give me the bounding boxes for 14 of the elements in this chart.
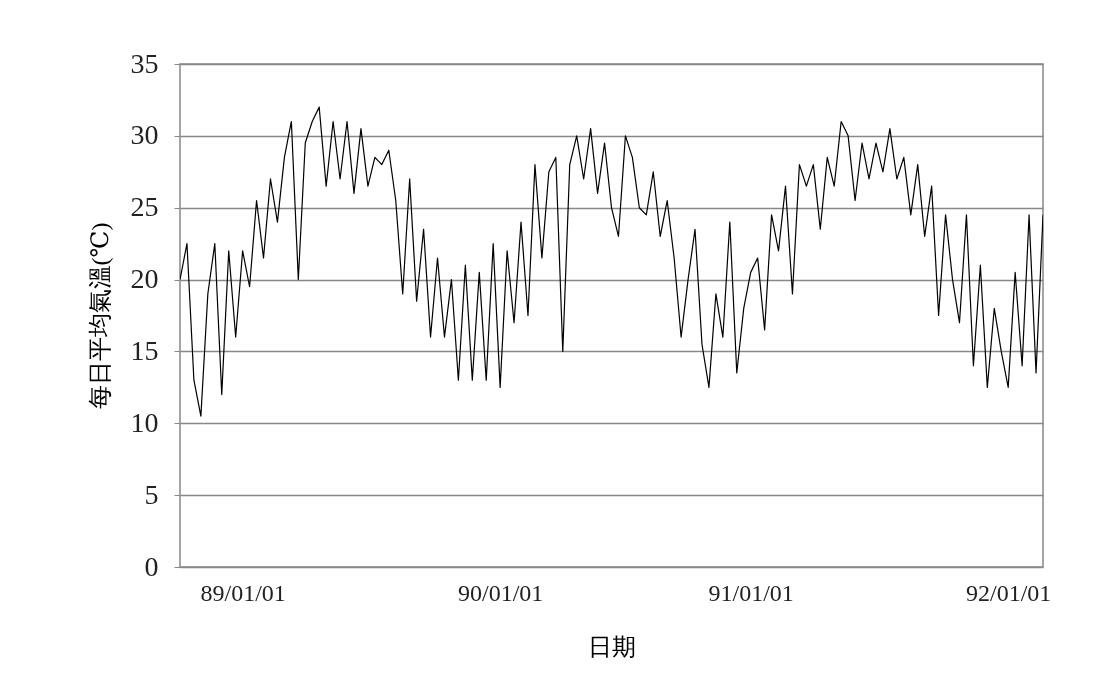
x-tick-label: 92/01/01	[966, 579, 1052, 606]
y-tick-label: 25	[130, 191, 159, 223]
y-tick-label: 10	[130, 406, 159, 438]
y-tick-label: 5	[144, 478, 159, 510]
x-tick-label: 91/01/01	[708, 579, 794, 606]
y-tick-label: 0	[144, 550, 159, 582]
y-tick-label: 30	[130, 119, 159, 151]
y-tick-label: 20	[130, 263, 159, 295]
y-axis-title: 每日平均氣溫(℃)	[86, 222, 113, 410]
x-axis-title: 日期	[588, 633, 636, 660]
y-tick-label: 15	[130, 334, 159, 366]
x-tick-label: 90/01/01	[457, 579, 544, 606]
y-tick-label: 35	[130, 47, 159, 79]
x-tick-label: 89/01/01	[200, 579, 286, 606]
